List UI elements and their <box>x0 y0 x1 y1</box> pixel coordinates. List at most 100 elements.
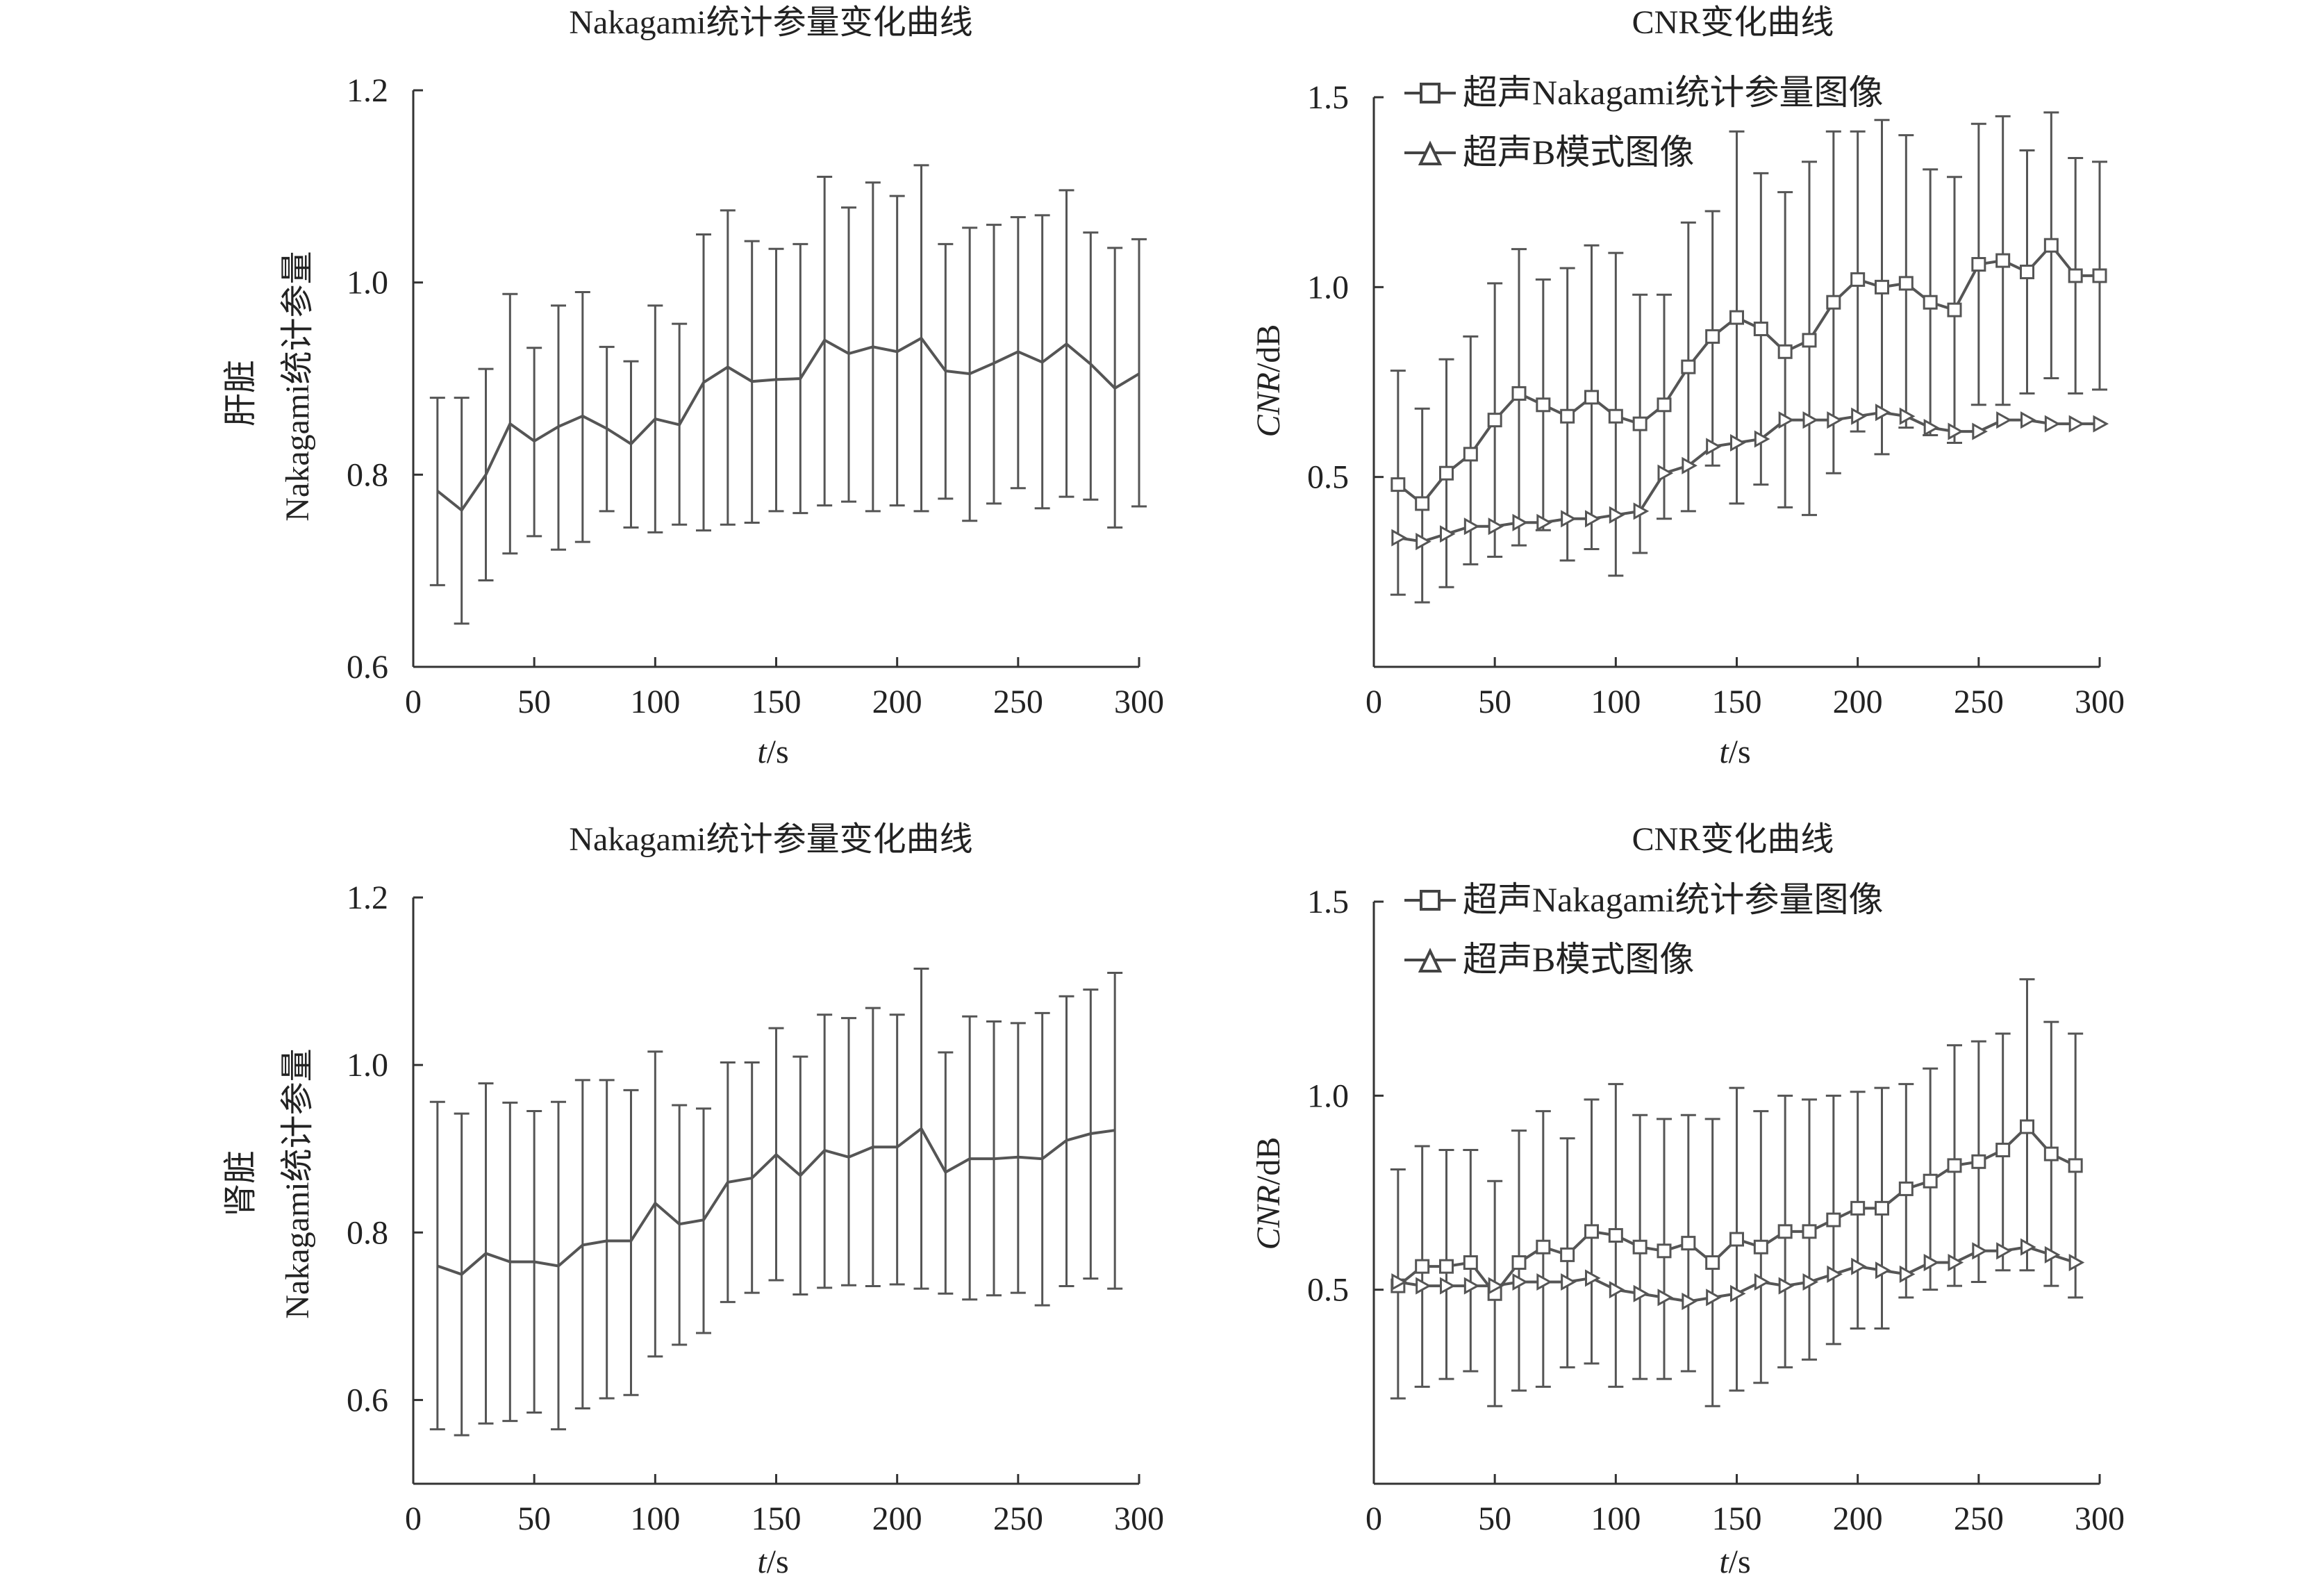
y-axis-label: Nakagami统计参量 <box>279 251 316 521</box>
x-tick-label: 50 <box>1478 684 1511 720</box>
data-point-square <box>1729 310 1744 325</box>
data-point-triangle <box>1682 1292 1698 1310</box>
y-tick-label: 0.5 <box>1307 459 1349 496</box>
panel-liver-cnr: CNR变化曲线 CNR/dB t/s 超声Nakagami统计参量图像 超声B模… <box>1250 4 2125 770</box>
data-point-square <box>1802 1224 1817 1239</box>
data-point-triangle <box>1948 1254 1964 1272</box>
data-point-triangle <box>1948 422 1964 440</box>
data-point-square <box>2020 264 2034 279</box>
data-point-square <box>1608 1227 1623 1243</box>
legend-triangle-marker <box>1418 947 1443 972</box>
data-point-triangle <box>1923 419 1940 437</box>
data-point-triangle <box>1899 407 1916 425</box>
data-point-triangle <box>1899 1265 1916 1283</box>
plot-area: 0 50 100 150 200 250 300 0.5 1.0 1.5 <box>1307 79 2125 720</box>
x-axis-label: t/s <box>1719 1543 1750 1580</box>
x-tick-label: 100 <box>1591 684 1641 720</box>
x-axis-label: t/s <box>757 1543 788 1580</box>
data-point-square <box>1826 295 1841 310</box>
data-point-square <box>2020 1119 2034 1134</box>
data-point-triangle <box>1730 1284 1746 1302</box>
y-tick-label: 1.0 <box>1307 1077 1349 1114</box>
data-point-triangle <box>1440 525 1456 543</box>
data-point-square <box>1850 1200 1866 1216</box>
y-axis-label: CNR/dB <box>1250 1137 1287 1250</box>
x-tick-label: 0 <box>405 1500 422 1537</box>
x-tick-label: 200 <box>872 1500 922 1537</box>
x-tick-label: 0 <box>405 684 422 720</box>
data-point-square <box>1995 253 2011 268</box>
data-point-triangle <box>1585 510 1601 528</box>
data-point-triangle <box>2020 1238 2036 1256</box>
x-tick-label: 250 <box>1954 684 2004 720</box>
legend-triangle-marker <box>1418 140 1443 165</box>
x-tick-label: 250 <box>993 1500 1043 1537</box>
data-point-square <box>1511 386 1527 401</box>
data-point-triangle <box>1682 456 1698 474</box>
x-tick-label: 300 <box>1114 684 1164 720</box>
data-point-square <box>1705 1255 1720 1270</box>
data-point-square <box>1439 1259 1454 1274</box>
data-point-square <box>1947 1158 1962 1173</box>
x-tick-label: 50 <box>517 1500 551 1537</box>
x-tick-label: 250 <box>1954 1500 2004 1537</box>
x-tick-label: 0 <box>1366 684 1382 720</box>
data-point-square <box>2092 268 2107 283</box>
data-point-triangle <box>2020 411 2036 429</box>
data-point-triangle <box>1561 510 1577 528</box>
x-tick-label: 50 <box>1478 1500 1511 1537</box>
x-axis-label: t/s <box>1719 734 1750 770</box>
data-point-square <box>1850 272 1866 287</box>
data-point-triangle <box>1585 1269 1601 1287</box>
data-point-triangle <box>1802 411 1819 429</box>
data-point-triangle <box>1778 411 1795 429</box>
y-tick-label: 1.5 <box>1307 884 1349 920</box>
data-point-square <box>1415 1259 1430 1274</box>
data-point-triangle <box>1754 430 1770 448</box>
y-axis-label-organ: 肝脏 <box>222 360 259 427</box>
data-point-square <box>1681 359 1696 374</box>
x-tick-label: 300 <box>1114 1500 1164 1537</box>
triangle-series-line <box>1397 411 2100 543</box>
data-point-square <box>1753 321 1768 336</box>
data-point-square <box>2043 238 2059 253</box>
data-point-triangle <box>1440 1277 1456 1295</box>
data-point-square <box>1947 302 1962 317</box>
data-point-square <box>1729 1232 1744 1247</box>
data-point-triangle <box>1536 513 1552 531</box>
data-point-square <box>1608 408 1623 424</box>
y-tick-label: 0.6 <box>347 649 388 686</box>
data-point-triangle <box>1657 1289 1674 1307</box>
legend-square-marker <box>1420 83 1441 104</box>
data-point-square <box>1391 477 1406 492</box>
plot-area: 0 50 100 150 200 250 300 0.6 0.8 1.0 1.2 <box>347 879 1164 1537</box>
x-axis-label-unit: /s <box>767 1543 789 1580</box>
data-point-triangle <box>1463 1277 1480 1295</box>
data-point-triangle <box>1827 411 1843 429</box>
x-tick-label: 150 <box>752 1500 802 1537</box>
x-tick-label: 200 <box>1833 684 1883 720</box>
legend: 超声Nakagami统计参量图像 超声B模式图像 <box>1404 880 1883 979</box>
data-point-square <box>2068 1158 2083 1173</box>
x-tick-label: 150 <box>1712 684 1762 720</box>
data-point-triangle <box>1488 1277 1504 1295</box>
data-point-square <box>1657 1243 1672 1259</box>
data-point-square <box>1584 1224 1599 1239</box>
data-point-square <box>1923 295 1938 310</box>
y-axis-label: CNR/dB <box>1250 324 1287 438</box>
data-point-triangle <box>1851 407 1867 425</box>
x-axis-label-symbol: t <box>757 734 767 770</box>
x-axis-label-symbol: t <box>1719 734 1729 770</box>
data-point-triangle <box>1730 433 1746 452</box>
data-point-square <box>1875 1200 1889 1216</box>
line-series-line <box>436 336 1140 513</box>
y-axis-label-symbol: CNR <box>1250 1185 1287 1250</box>
data-point-square <box>1705 329 1720 344</box>
x-tick-label: 150 <box>752 684 802 720</box>
data-point-square <box>1536 397 1551 413</box>
data-point-triangle <box>1875 1261 1891 1280</box>
data-point-triangle <box>1633 502 1650 520</box>
data-point-square <box>1657 397 1672 413</box>
data-point-triangle <box>1778 1277 1795 1295</box>
y-tick-label: 0.6 <box>347 1382 388 1418</box>
